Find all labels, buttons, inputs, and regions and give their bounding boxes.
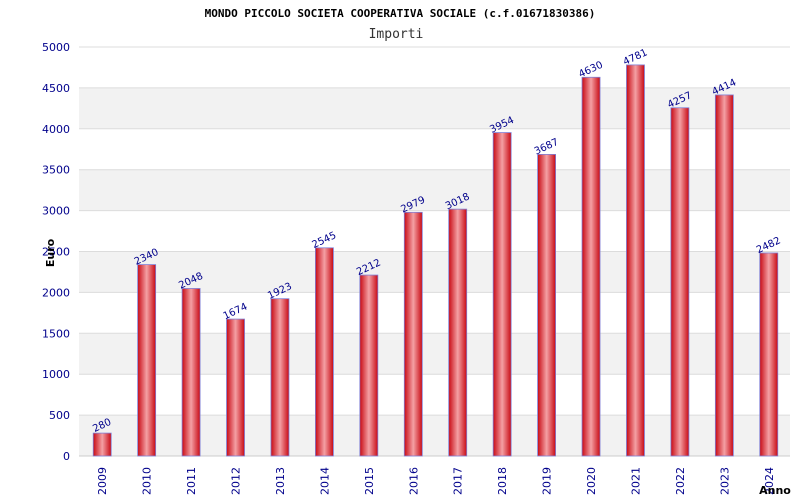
x-tick-label: 2009 (96, 467, 109, 495)
x-tick-label: 2024 (763, 467, 776, 495)
y-tick-label: 4000 (42, 123, 70, 136)
y-axis-ticks: 0 500 1000 1500 2000 2500 3000 3500 4000 4500 5000 (42, 41, 70, 463)
y-tick-label: 0 (63, 450, 70, 463)
bar (226, 318, 245, 457)
x-tick-label: 2021 (629, 467, 642, 495)
plot-band (79, 47, 790, 88)
x-tick-label: 2017 (452, 467, 465, 495)
bars (92, 64, 779, 457)
bar (270, 298, 290, 457)
bar (670, 107, 690, 457)
y-tick-label: 2500 (42, 246, 70, 259)
y-tick-label: 1500 (42, 327, 70, 340)
bar (315, 247, 334, 457)
chart-title: MONDO PICCOLO SOCIETA COOPERATIVA SOCIAL… (205, 7, 596, 20)
y-tick-label: 1000 (42, 368, 70, 381)
bar (181, 288, 201, 457)
x-axis-label: Anno (759, 484, 791, 497)
y-tick-label: 4500 (42, 82, 70, 95)
x-tick-label: 2016 (407, 467, 420, 495)
bar (92, 432, 112, 457)
x-tick-label: 2014 (318, 467, 331, 495)
bar (359, 274, 379, 457)
x-tick-label: 2018 (496, 467, 509, 495)
y-axis-label: Euro (44, 238, 57, 267)
bar (448, 208, 468, 457)
bar (537, 154, 556, 457)
x-tick-label: 2013 (274, 467, 287, 495)
x-tick-label: 2022 (674, 467, 687, 495)
bar (403, 211, 423, 457)
bar (581, 76, 601, 457)
x-tick-label: 2011 (185, 467, 198, 495)
bar (759, 252, 779, 457)
x-tick-label: 2020 (585, 467, 598, 495)
x-tick-label: 2010 (141, 467, 154, 495)
bar (492, 132, 512, 457)
x-axis-ticks: 2009 2010 2011 2012 2013 2014 2015 2016 2017 2018… (96, 467, 776, 495)
bar (137, 264, 157, 457)
x-tick-label: 2023 (718, 467, 731, 495)
bar (626, 64, 645, 457)
bar (714, 94, 734, 457)
x-tick-label: 2012 (230, 467, 243, 495)
y-tick-label: 3000 (42, 205, 70, 218)
y-tick-label: 5000 (42, 41, 70, 54)
x-tick-label: 2019 (541, 467, 554, 495)
y-tick-label: 500 (49, 409, 70, 422)
y-tick-label: 3500 (42, 164, 70, 177)
x-tick-label: 2015 (363, 467, 376, 495)
chart-subtitle: Importi (369, 27, 424, 42)
y-tick-label: 2000 (42, 286, 70, 299)
